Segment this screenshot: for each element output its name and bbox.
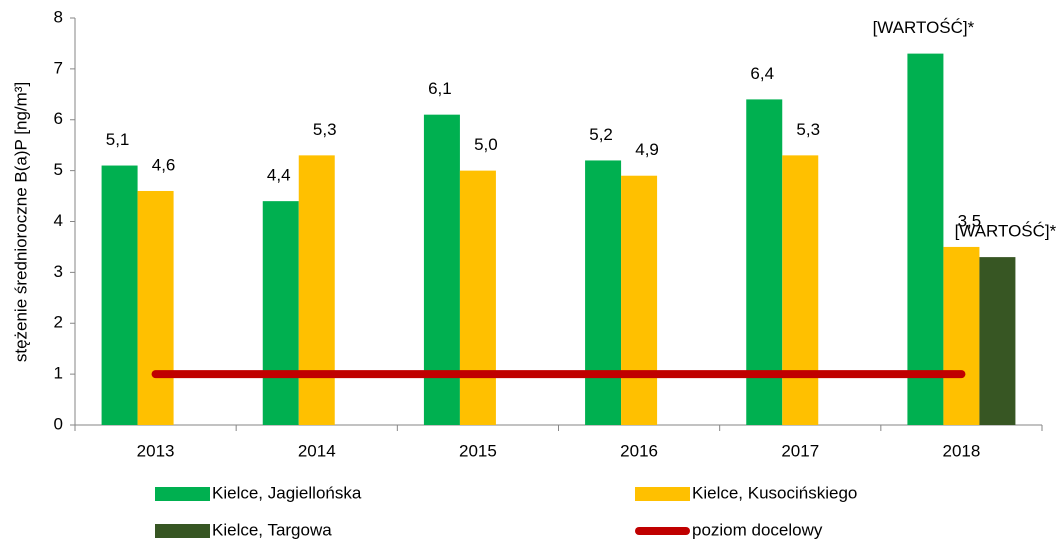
y-tick-label: 2 bbox=[54, 313, 63, 332]
data-label: 6,1 bbox=[428, 79, 452, 98]
y-tick-label: 3 bbox=[54, 262, 63, 281]
legend-swatch bbox=[155, 524, 210, 538]
data-label: 5,1 bbox=[106, 130, 130, 149]
data-label: 5,2 bbox=[589, 125, 613, 144]
data-label: [WARTOŚĆ]* bbox=[955, 222, 1057, 241]
data-label: 4,6 bbox=[152, 155, 176, 174]
x-tick-label: 2013 bbox=[137, 441, 175, 460]
data-label: 6,4 bbox=[750, 64, 774, 83]
legend-swatch bbox=[155, 487, 210, 501]
legend-label: Kielce, Kusocińskiego bbox=[692, 483, 857, 502]
x-tick-label: 2018 bbox=[943, 441, 981, 460]
data-label: 5,3 bbox=[796, 120, 820, 139]
bar bbox=[585, 160, 622, 425]
legend-label: Kielce, Jagiellońska bbox=[212, 483, 362, 502]
x-tick-label: 2015 bbox=[459, 441, 497, 460]
bar bbox=[621, 175, 658, 425]
bar bbox=[782, 155, 819, 426]
x-tick-label: 2014 bbox=[298, 441, 336, 460]
legend-swatch bbox=[635, 487, 690, 501]
y-axis-label: stężenie średnioroczne B(a)P [ng/m³] bbox=[11, 82, 30, 362]
y-tick-label: 6 bbox=[54, 109, 63, 128]
x-tick-label: 2016 bbox=[620, 441, 658, 460]
data-label: 5,0 bbox=[474, 135, 498, 154]
bar bbox=[907, 53, 944, 426]
legend-label: Kielce, Targowa bbox=[212, 520, 332, 539]
x-tick-label: 2017 bbox=[781, 441, 819, 460]
bar bbox=[137, 190, 174, 425]
legend-label: poziom docelowy bbox=[692, 520, 823, 539]
data-label: 3,5 bbox=[958, 211, 982, 230]
bar bbox=[979, 257, 1016, 425]
data-label: 5,3 bbox=[313, 120, 337, 139]
y-tick-label: 7 bbox=[54, 58, 63, 77]
bar bbox=[298, 155, 335, 426]
y-tick-label: 1 bbox=[54, 364, 63, 383]
data-label: 4,9 bbox=[635, 140, 659, 159]
y-tick-label: 0 bbox=[54, 414, 63, 433]
y-tick-label: 8 bbox=[54, 7, 63, 26]
bar bbox=[423, 114, 460, 425]
data-label: [WARTOŚĆ]* bbox=[873, 18, 975, 37]
bar bbox=[943, 246, 980, 425]
bar bbox=[459, 170, 496, 425]
y-tick-label: 4 bbox=[54, 211, 63, 230]
bar bbox=[101, 165, 138, 425]
data-label: 4,4 bbox=[267, 166, 291, 185]
bar bbox=[262, 201, 299, 425]
y-tick-label: 5 bbox=[54, 160, 63, 179]
